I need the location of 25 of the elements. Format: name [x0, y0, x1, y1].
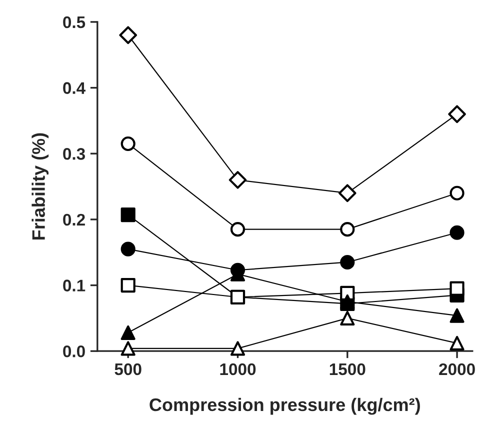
x-tick-label: 2000	[439, 363, 475, 376]
x-tick-label: 1500	[330, 363, 366, 376]
y-tick-label: 0.5	[63, 16, 86, 28]
y-tick-label: 0.4	[63, 82, 86, 94]
y-tick-label: 0.0	[63, 346, 85, 358]
point	[120, 341, 136, 356]
point	[450, 308, 464, 323]
point	[120, 208, 136, 222]
point	[450, 281, 464, 296]
point	[228, 171, 247, 189]
point	[119, 26, 138, 44]
point	[120, 278, 136, 293]
x-axis-title: Compression pressure (kg/cm²)	[150, 398, 420, 415]
point	[450, 336, 464, 350]
point	[338, 184, 356, 202]
point	[340, 310, 355, 326]
point	[120, 325, 136, 340]
x-tick-label: 500	[114, 363, 142, 376]
y-tick-label: 0.1	[63, 280, 86, 292]
x-tick-label: 1000	[220, 363, 256, 376]
point	[448, 105, 466, 124]
y-tick-label: 0.2	[63, 214, 85, 226]
y-tick-label: 0.3	[63, 148, 85, 160]
y-axis-title: Friability (%)	[32, 133, 49, 240]
point	[230, 341, 246, 356]
